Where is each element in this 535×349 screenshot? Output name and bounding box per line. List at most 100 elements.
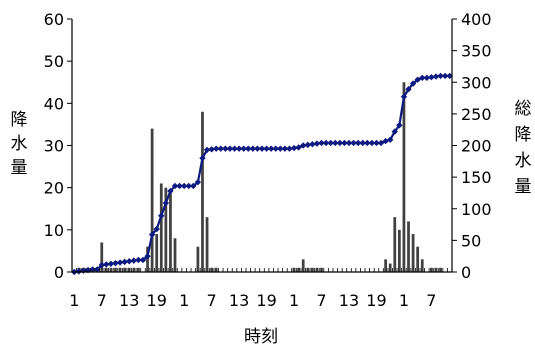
cumulative-point — [419, 74, 426, 82]
cumulative-point — [267, 145, 275, 152]
cumulative-point — [281, 145, 289, 152]
y-left-tick-label: 20 — [44, 179, 64, 198]
precip-bar — [407, 221, 410, 272]
cumulative-point — [396, 122, 403, 129]
precip-bar — [439, 267, 442, 272]
precip-bar — [109, 267, 113, 272]
precip-bar — [159, 183, 163, 272]
precip-bar — [310, 267, 314, 272]
precip-bar — [118, 267, 122, 272]
cumulative-point — [158, 212, 165, 219]
cumulative-point — [98, 261, 105, 269]
precip-bar — [137, 267, 140, 272]
y-right-tick-label: 100 — [461, 200, 492, 219]
y-right-tick-label: 150 — [461, 168, 492, 187]
cumulative-point — [286, 145, 293, 152]
y-left-tick-label: 0 — [54, 263, 64, 282]
cumulative-point — [332, 139, 339, 147]
x-tick-label: 7 — [426, 291, 436, 310]
cumulative-line — [71, 72, 453, 276]
cumulative-point — [130, 257, 138, 264]
precip-bar — [205, 217, 209, 272]
precip-bar — [292, 267, 296, 272]
x-tick-label: 7 — [316, 291, 326, 310]
precip-bar — [127, 267, 131, 272]
cumulative-point — [322, 139, 330, 147]
precip-bar — [430, 267, 433, 272]
cumulative-point — [235, 145, 243, 152]
y-right-tick-label: 400 — [461, 10, 492, 29]
cumulative-point — [139, 256, 147, 264]
cumulative-point — [185, 182, 192, 190]
y-right-tick-label: 300 — [461, 73, 492, 92]
x-tick-label: 13 — [119, 291, 139, 310]
cumulative-point — [222, 145, 229, 152]
cumulative-point — [345, 139, 353, 147]
y-left-tick-label: 10 — [44, 221, 64, 240]
precip-bar — [301, 259, 305, 272]
cumulative-point — [231, 145, 238, 152]
cumulative-point — [432, 73, 440, 80]
cumulative-point — [446, 72, 453, 80]
y-right-tick-label: 350 — [461, 42, 492, 61]
precip-bar — [114, 267, 117, 272]
x-tick-label: 19 — [366, 291, 386, 310]
cumulative-point — [318, 139, 325, 147]
cumulative-point — [437, 72, 444, 80]
cumulative-point — [354, 139, 362, 147]
cumulative-point — [277, 145, 284, 152]
cumulative-point — [240, 145, 247, 152]
cumulative-point — [75, 268, 83, 275]
precip-bar — [384, 259, 387, 272]
precip-bar — [393, 217, 397, 272]
precip-bar — [196, 246, 200, 272]
cumulative-point — [93, 266, 101, 273]
cumulative-point — [327, 139, 334, 147]
cumulative-point — [249, 145, 257, 152]
cumulative-point — [336, 139, 344, 147]
precip-bar — [132, 267, 136, 272]
precip-bar — [164, 187, 168, 272]
x-tick-label: 1 — [399, 291, 409, 310]
x-tick-label: 7 — [97, 291, 107, 310]
cumulative-point — [373, 139, 380, 147]
cumulative-point — [116, 259, 124, 266]
y-right-tick-label: 50 — [461, 231, 481, 250]
cumulative-point — [263, 145, 270, 152]
cumulative-point — [245, 145, 252, 152]
precip-bar — [297, 267, 300, 272]
x-axis-label: 時刻 — [244, 327, 278, 347]
precip-bar — [201, 111, 204, 273]
cumulative-point — [199, 154, 206, 162]
cumulative-point — [213, 145, 220, 152]
cumulative-point — [180, 182, 188, 190]
cumulative-point — [341, 139, 348, 147]
cumulative-point — [144, 252, 151, 260]
precip-bar — [388, 263, 392, 272]
cumulative-point — [103, 261, 110, 268]
cumulative-point — [409, 80, 417, 87]
x-tick-label: 7 — [207, 291, 217, 310]
cumulative-point — [364, 139, 371, 147]
x-tick-label: 1 — [69, 291, 79, 310]
cumulative-point — [190, 182, 197, 190]
precip-bar — [169, 191, 172, 272]
x-tick-label: 1 — [289, 291, 299, 310]
cumulative-point — [176, 182, 183, 190]
cumulative-point — [405, 86, 412, 93]
cumulative-point — [208, 146, 215, 153]
cumulative-point — [112, 259, 119, 267]
precip-bar — [402, 82, 406, 272]
precip-bar — [306, 267, 310, 272]
cumulative-point — [167, 187, 174, 195]
cumulative-point — [368, 139, 376, 147]
precipitation-bars — [77, 82, 442, 273]
cumulative-polyline — [74, 74, 450, 274]
cumulative-point — [441, 72, 449, 80]
y-left-tick-label: 50 — [44, 52, 64, 71]
cumulative-point — [135, 256, 142, 264]
cumulative-point — [359, 139, 366, 147]
cumulative-point — [428, 73, 435, 81]
